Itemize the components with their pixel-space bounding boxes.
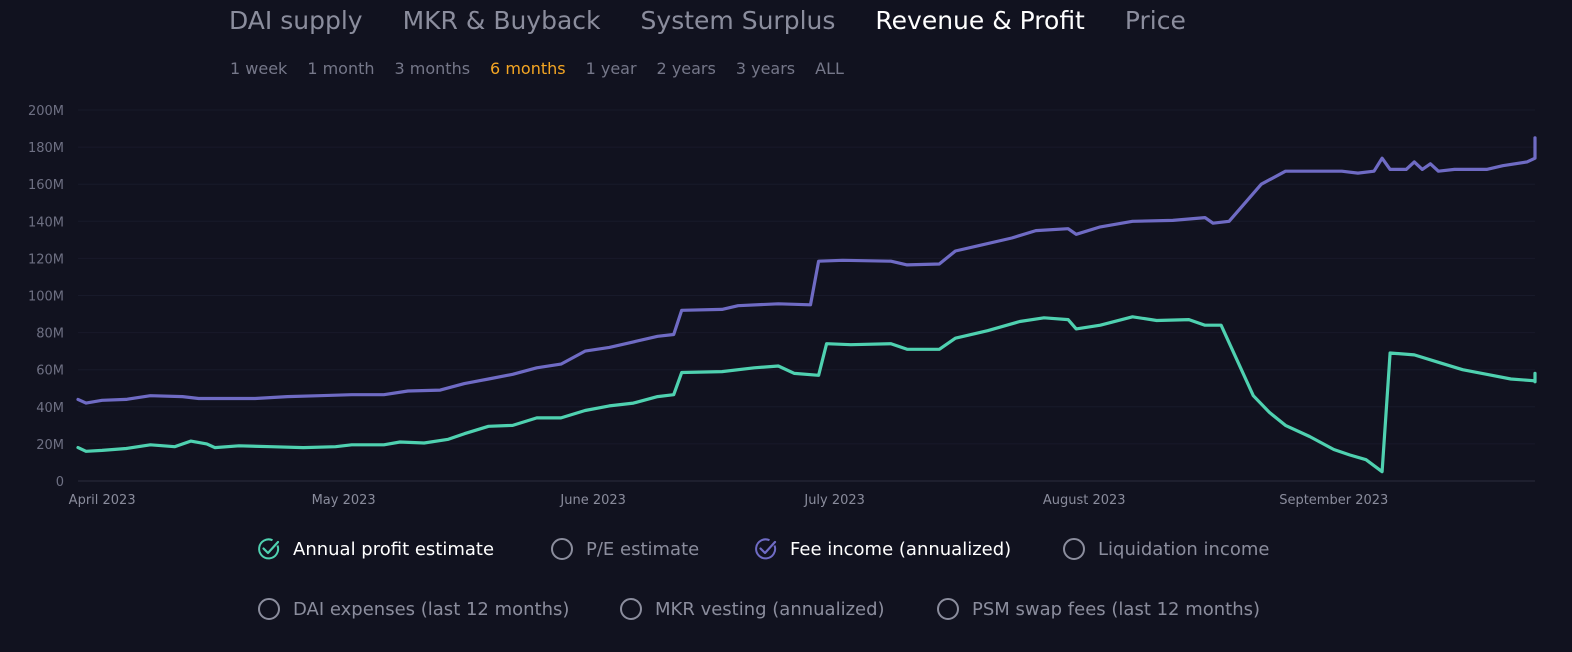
y-tick-label: 80M	[36, 327, 64, 342]
legend-fee-income[interactable]: Fee income (annualized)	[754, 537, 1011, 561]
range-6-months[interactable]: 6 months	[490, 59, 566, 78]
y-tick-label: 180M	[28, 141, 64, 156]
range-3-months[interactable]: 3 months	[394, 59, 471, 78]
chart-series	[76, 136, 1537, 474]
legend-mkr-vesting[interactable]: MKR vesting (annualized)	[619, 597, 885, 621]
circle-icon	[936, 597, 960, 621]
y-tick-label: 100M	[28, 290, 64, 305]
legend-label: MKR vesting (annualized)	[655, 598, 885, 620]
circle-icon	[550, 537, 574, 561]
tab-price[interactable]: Price	[1124, 6, 1186, 35]
y-tick-label: 20M	[36, 438, 64, 453]
y-tick-label: 120M	[28, 252, 64, 267]
tab-mkr-buyback[interactable]: MKR & Buyback	[402, 6, 601, 35]
range-1-week[interactable]: 1 week	[230, 59, 288, 78]
x-tick-label: April 2023	[69, 493, 136, 508]
legend-label: PSM swap fees (last 12 months)	[972, 598, 1261, 620]
range-1-year[interactable]: 1 year	[585, 59, 637, 78]
y-tick-label: 200M	[28, 104, 64, 119]
circle-icon	[619, 597, 643, 621]
circle-icon	[257, 597, 281, 621]
series-line	[76, 315, 1537, 474]
legend-pe-estimate[interactable]: P/E estimate	[550, 537, 699, 561]
x-tick-label: August 2023	[1043, 493, 1126, 508]
x-tick-label: September 2023	[1279, 493, 1388, 508]
y-tick-label: 60M	[36, 364, 64, 379]
legend-label: Liquidation income	[1098, 538, 1270, 560]
legend-label: Annual profit estimate	[293, 538, 495, 560]
x-tick-label: June 2023	[559, 493, 626, 508]
y-tick-label: 0	[56, 475, 64, 490]
x-tick-label: May 2023	[312, 493, 376, 508]
legend-label: P/E estimate	[586, 538, 700, 560]
legend-liquidation-income[interactable]: Liquidation income	[1062, 537, 1269, 561]
range-all[interactable]: ALL	[815, 59, 844, 78]
series-line	[76, 136, 1537, 405]
range-1-month[interactable]: 1 month	[307, 59, 375, 78]
x-axis: April 2023 May 2023 June 2023 July 2023 Augu…	[69, 493, 1389, 508]
range-3-years[interactable]: 3 years	[735, 59, 796, 78]
y-tick-label: 140M	[28, 215, 64, 230]
check-circle-icon	[754, 537, 778, 561]
section-tabs: DAI supply MKR & Buyback System Surplus …	[229, 6, 1226, 35]
circle-icon	[1062, 537, 1086, 561]
check-circle-icon	[257, 537, 281, 561]
range-2-years[interactable]: 2 years	[656, 59, 716, 78]
chart-grid	[78, 109, 1535, 482]
legend-dai-expenses[interactable]: DAI expenses (last 12 months)	[257, 597, 569, 621]
y-axis: 0 20M 40M 60M 80M 100M 120M 140M 160M 180M 200M	[28, 104, 64, 490]
tab-dai-supply[interactable]: DAI supply	[229, 6, 363, 35]
tab-revenue-profit[interactable]: Revenue & Profit	[875, 6, 1085, 35]
legend-label: Fee income (annualized)	[790, 538, 1012, 560]
x-tick-label: July 2023	[803, 493, 865, 508]
legend-annual-profit-estimate[interactable]: Annual profit estimate	[257, 537, 494, 561]
tab-system-surplus[interactable]: System Surplus	[640, 6, 836, 35]
revenue-profit-chart[interactable]: 0 20M 40M 60M 80M 100M 120M 140M 160M 180M 200M Ap…	[0, 90, 1572, 520]
time-range-selector: 1 week 1 month 3 months 6 months 1 year …	[230, 59, 864, 78]
y-tick-label: 160M	[28, 178, 64, 193]
legend-label: DAI expenses (last 12 months)	[293, 598, 570, 620]
y-tick-label: 40M	[36, 401, 64, 416]
legend-psm-swap-fees[interactable]: PSM swap fees (last 12 months)	[936, 597, 1260, 621]
